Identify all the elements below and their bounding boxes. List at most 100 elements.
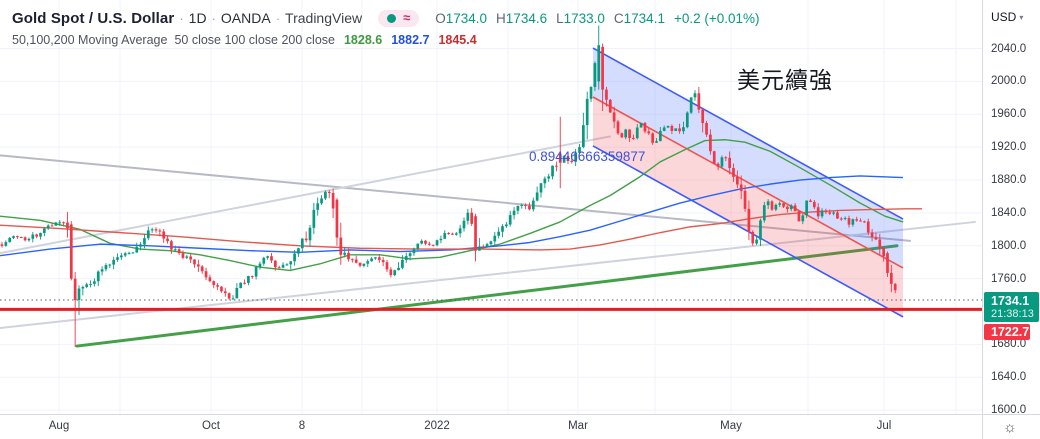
candle-body (393, 270, 397, 276)
channel-middle-line[interactable] (592, 96, 904, 269)
candle-body (231, 298, 235, 300)
candle-body (566, 156, 570, 162)
candle-body (793, 205, 797, 212)
candle-body (520, 204, 524, 206)
ma200-line[interactable] (0, 208, 922, 251)
candle-body (312, 209, 316, 228)
price-tick-label: 1640.0 (991, 371, 1027, 384)
time-axis[interactable]: Aug Oct 8 2022 Mar May Jul (0, 414, 982, 439)
currency-label: USD (991, 10, 1017, 24)
candle-body (816, 207, 820, 217)
candle-body (608, 99, 612, 113)
candle-body (262, 257, 266, 264)
candle-body (478, 246, 481, 251)
candle-body (385, 262, 389, 270)
candle-body (724, 157, 728, 159)
candle-body (682, 127, 685, 132)
candle-body (343, 252, 346, 255)
candle-body (512, 210, 516, 216)
candle-body (104, 265, 108, 270)
candle-body (505, 224, 508, 227)
candle-body (123, 253, 127, 256)
candle-body (555, 165, 558, 167)
candle-body (281, 264, 285, 268)
currency-selector[interactable]: USD ▾ (991, 10, 1023, 24)
candle-body (782, 203, 785, 207)
candle-body (647, 131, 651, 134)
candle-body (431, 244, 435, 246)
candle-body (882, 248, 885, 257)
candle-body (212, 281, 216, 286)
candle-body (828, 212, 832, 214)
candle-body (847, 218, 851, 225)
candle-body (501, 226, 504, 232)
candle-body (220, 286, 223, 292)
candle-body (146, 230, 150, 239)
candle-body (358, 262, 362, 266)
candle-body (736, 176, 739, 185)
candle-body (720, 157, 724, 167)
candle-body (293, 253, 296, 262)
candle-body (786, 206, 789, 210)
candle-body (766, 201, 770, 206)
candle-body (412, 248, 416, 254)
candle-body (759, 220, 762, 240)
candle-body (227, 293, 231, 299)
candle-body (420, 240, 423, 244)
candle-body (216, 285, 219, 287)
candle-body (755, 239, 758, 244)
candle-body (189, 256, 192, 260)
candle-body (851, 219, 855, 225)
candle-body (839, 218, 843, 220)
candle-body (274, 260, 277, 268)
candle-body (339, 237, 343, 255)
candle-body (651, 133, 654, 143)
candle-body (50, 225, 54, 227)
candle-body (289, 261, 293, 265)
gray-descending-trendline[interactable] (0, 154, 911, 242)
candle-body (23, 237, 27, 241)
candle-body (809, 200, 812, 202)
axis-settings-icon[interactable]: ☼ (1003, 419, 1017, 436)
candle-body (185, 256, 189, 258)
ma100-line[interactable] (0, 175, 904, 257)
candle-body (31, 234, 35, 239)
candle-body (762, 205, 766, 221)
candle-body (670, 125, 674, 131)
candle-body (112, 259, 115, 265)
time-tick-label: May (720, 420, 742, 432)
price-axis[interactable]: USD ▾ 2040.0 2000.0 1960.0 1920.0 1880.0 1840… (982, 0, 1040, 416)
candle-body (93, 281, 96, 284)
candle-body (285, 264, 289, 266)
candle-body (493, 235, 497, 242)
candle-body (177, 249, 181, 254)
candle-body (370, 258, 373, 262)
candle-body (589, 86, 593, 99)
candle-body (628, 129, 631, 138)
candle-body (243, 282, 246, 284)
candle-body (516, 205, 520, 211)
candle-body (893, 283, 897, 291)
candle-body (659, 130, 662, 142)
candle-body (235, 287, 239, 299)
candle-body (863, 221, 866, 223)
candle-body (435, 240, 439, 246)
alert-price-badge[interactable]: 1722.7 (984, 324, 1030, 340)
price-chart-canvas[interactable] (0, 0, 982, 414)
channel-top-line[interactable] (592, 47, 904, 220)
candle-body (535, 192, 539, 201)
gray-steep-trendline[interactable] (0, 135, 611, 255)
candle-body (697, 93, 701, 110)
candle-body (135, 246, 139, 253)
candle-body (739, 184, 743, 191)
candle-body (351, 259, 354, 261)
candle-body (870, 232, 874, 238)
green-support-trendline[interactable] (75, 244, 899, 348)
candle-body (805, 200, 808, 216)
candle-body (324, 191, 327, 199)
candle-body (539, 183, 543, 193)
candle-body (562, 156, 566, 163)
candle-body (0, 244, 4, 246)
candle-body (162, 231, 166, 239)
